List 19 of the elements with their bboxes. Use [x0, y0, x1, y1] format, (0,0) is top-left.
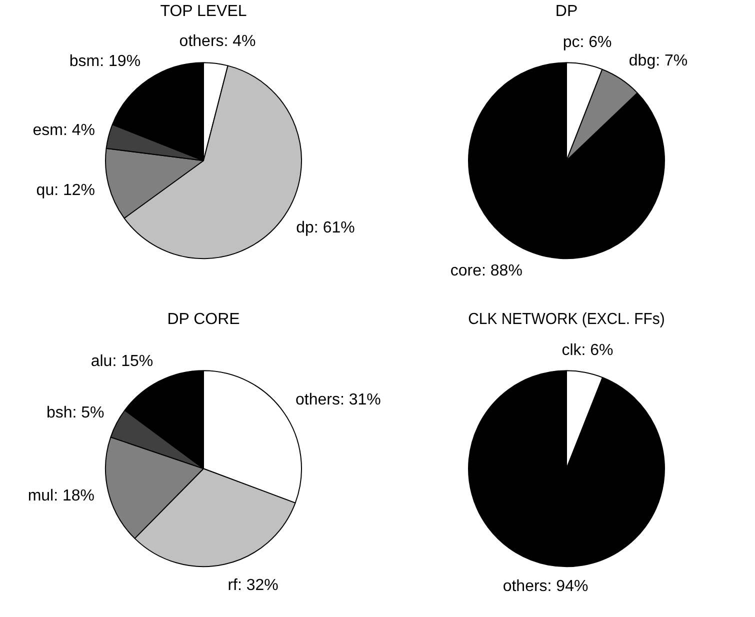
slice-label: others: 4% — [179, 32, 256, 50]
slice-label: clk: 6% — [562, 342, 614, 360]
chart-title: DP CORE — [167, 311, 240, 328]
slice-label: pc: 6% — [562, 34, 612, 52]
slice-label: others: 94% — [502, 578, 588, 595]
chart-title: TOP LEVEL — [160, 3, 247, 20]
slice-label: rf: 32% — [228, 577, 278, 594]
slice-label: dp: 61% — [296, 219, 355, 236]
slice-label: bsh: 5% — [46, 404, 104, 422]
slice-label: dbg: 7% — [628, 52, 688, 70]
chart-title: DP — [555, 3, 578, 20]
chart-title: CLK NETWORK (EXCL. FFs) — [468, 310, 665, 328]
slice-label: alu: 15% — [90, 352, 154, 370]
slice-label: esm: 4% — [32, 122, 96, 140]
slice-label: mul: 18% — [28, 488, 95, 505]
slice-label: bsm: 19% — [69, 52, 141, 70]
slice-label: core: 88% — [450, 262, 522, 280]
slice-label: qu: 12% — [36, 182, 96, 199]
slice-label: others: 31% — [296, 392, 381, 409]
